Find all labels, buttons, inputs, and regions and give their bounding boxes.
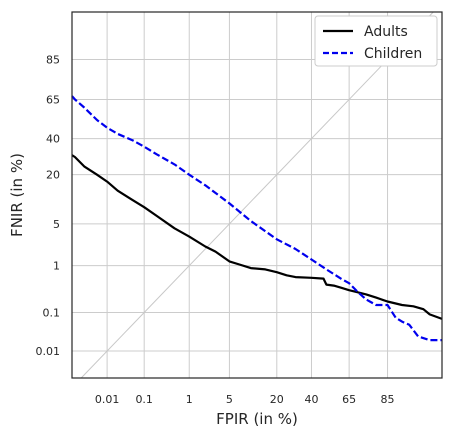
y-tick-label: 5 xyxy=(53,218,60,231)
legend: Adults Children xyxy=(314,15,438,67)
x-tick-label: 0.1 xyxy=(135,393,153,406)
series-layer xyxy=(71,95,443,342)
y-tick-labels: 0.01 0.1 1 5 20 40 65 85 xyxy=(36,54,61,359)
y-tick-label: 0.01 xyxy=(36,345,61,358)
x-tick-label: 1 xyxy=(186,393,193,406)
y-axis-title: FNIR (in %) xyxy=(8,153,26,237)
x-tick-labels: 0.01 0.1 1 5 20 40 65 85 xyxy=(95,393,395,406)
y-tick-label: 65 xyxy=(46,93,60,106)
x-tick-label: 20 xyxy=(270,393,284,406)
y-tick-label: 20 xyxy=(46,169,60,182)
reference-diagonal xyxy=(80,11,434,379)
y-tick-label: 0.1 xyxy=(43,307,61,320)
legend-label-adults: Adults xyxy=(364,24,408,40)
y-tick-label: 1 xyxy=(53,260,60,273)
series-line-children xyxy=(71,95,442,342)
grid xyxy=(72,12,442,378)
plot-frame xyxy=(71,11,443,379)
series-line-adults xyxy=(71,154,443,320)
x-axis-title: FPIR (in %) xyxy=(216,410,298,428)
y-tick-label: 40 xyxy=(46,133,60,146)
x-tick-label: 5 xyxy=(226,393,233,406)
legend-label-children: Children xyxy=(364,46,422,62)
x-tick-label: 65 xyxy=(342,393,356,406)
x-tick-label: 85 xyxy=(381,393,395,406)
x-tick-label: 0.01 xyxy=(95,393,120,406)
y-tick-label: 85 xyxy=(46,54,60,67)
x-tick-label: 40 xyxy=(304,393,318,406)
